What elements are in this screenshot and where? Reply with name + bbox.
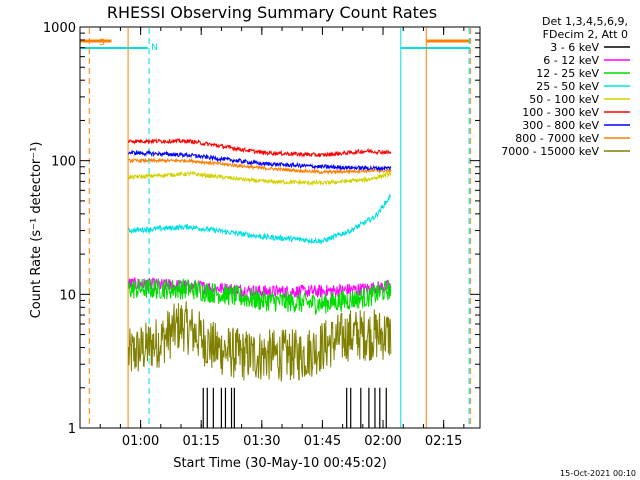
legend-label: 7000 - 15000 keV (501, 145, 599, 158)
y-tick-label: 1 (68, 422, 76, 437)
flag-s-label: S (99, 38, 105, 48)
y-tick-label: 10 (59, 288, 76, 303)
legend-header-line-1: Det 1,3,4,5,6,9, (542, 15, 628, 28)
legend-label: 100 - 300 keV (522, 106, 599, 119)
x-tick-label: 02:15 (425, 434, 462, 449)
legend-label: 3 - 6 keV (550, 41, 599, 54)
legend: Det 1,3,4,5,6,9, FDecim 2, Att 0 3 - 6 k… (501, 15, 630, 158)
y-axis-label: Count Rate (s⁻¹ detector⁻¹) (29, 142, 44, 319)
legend-label: 6 - 12 keV (543, 54, 599, 67)
series-line-2 (128, 278, 392, 315)
plot-frame (79, 26, 481, 429)
series-line-7 (128, 157, 392, 175)
legend-item: 7000 - 15000 keV (501, 145, 630, 158)
series-line-4 (128, 170, 392, 187)
x-axis: 01:00 01:15 01:30 01:45 02:00 02:15 (99, 27, 465, 449)
series-line-6 (128, 149, 392, 172)
x-tick-label: 01:45 (304, 434, 341, 449)
x-tick-label: 01:30 (243, 434, 280, 449)
legend-item: 800 - 7000 keV (515, 132, 630, 145)
legend-item: 50 - 100 keV (529, 93, 630, 106)
legend-label: 800 - 7000 keV (515, 132, 599, 145)
y-tick-label: 1000 (43, 21, 76, 36)
legend-item: 12 - 25 keV (536, 67, 630, 80)
y-tick-label: 100 (51, 155, 76, 170)
y-axis: 1 10 100 1000 (43, 21, 480, 437)
x-axis-label: Start Time (30-May-10 00:45:02) (173, 456, 387, 471)
x-tick-label: 02:00 (364, 434, 401, 449)
legend-header-line-2: FDecim 2, Att 0 (543, 28, 628, 41)
x-tick-label: 01:15 (182, 434, 219, 449)
series-line-5 (128, 137, 392, 159)
legend-item: 100 - 300 keV (522, 106, 630, 119)
legend-label: 25 - 50 keV (536, 80, 599, 93)
legend-item: 3 - 6 keV (550, 41, 630, 54)
x-tick-label: 01:00 (122, 434, 159, 449)
series-line-3 (128, 193, 392, 245)
legend-label: 12 - 25 keV (536, 67, 599, 80)
legend-label: 300 - 800 keV (522, 119, 599, 132)
legend-item: 6 - 12 keV (543, 54, 630, 67)
legend-item: 25 - 50 keV (536, 80, 630, 93)
flag-n-label: N (151, 43, 158, 53)
series-line-8 (128, 301, 392, 382)
legend-item: 300 - 800 keV (522, 119, 630, 132)
chart-title: RHESSI Observing Summary Count Rates (107, 3, 437, 22)
footer-date: 15-Oct-2021 00:10 (560, 469, 636, 478)
legend-label: 50 - 100 keV (529, 93, 599, 106)
